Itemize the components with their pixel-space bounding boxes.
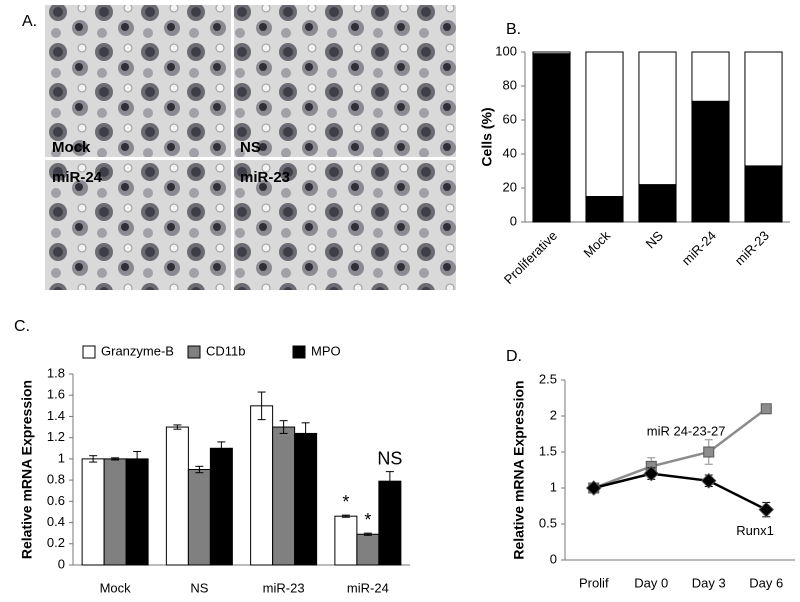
bar-segment <box>744 51 783 167</box>
y-tick-label: 0.8 <box>47 472 65 487</box>
marker <box>700 473 717 489</box>
x-tick-label: NS <box>643 228 667 252</box>
y-axis-label: Relative mRNA Expression <box>19 380 35 559</box>
bar-segment <box>585 51 624 197</box>
bar-segment <box>744 165 783 223</box>
y-tick-label: 0 <box>550 551 557 566</box>
y-axis-label: Relative mRNA Expression <box>511 380 527 559</box>
micrograph-label: NS <box>240 139 261 156</box>
legend-label: Granzyme-B <box>101 343 174 358</box>
bar <box>81 458 105 566</box>
bar <box>165 426 189 566</box>
x-tick-label: Mock <box>580 228 613 261</box>
annotation: * <box>364 510 371 530</box>
marker <box>643 465 660 482</box>
x-tick-label: miR-23 <box>732 228 772 268</box>
bar-segment <box>585 196 624 223</box>
series-line <box>593 472 767 511</box>
panel-label: C. <box>14 318 30 335</box>
x-tick-label: miR-24 <box>679 228 719 268</box>
micrograph <box>45 5 231 157</box>
micrograph-label: Mock <box>52 139 91 156</box>
series-label: Runx1 <box>736 523 774 538</box>
y-tick-label: 0.5 <box>539 515 557 530</box>
bar <box>103 458 127 566</box>
marker <box>758 501 775 518</box>
marker <box>760 403 772 415</box>
micrograph-label: miR-23 <box>240 169 290 186</box>
bar <box>294 432 318 566</box>
x-tick-label: Day 0 <box>634 575 668 590</box>
x-tick-label: miR-23 <box>263 580 305 595</box>
annotation: * <box>342 492 349 512</box>
marker <box>703 446 715 458</box>
y-tick-label: 40 <box>503 145 517 160</box>
bar <box>272 426 296 566</box>
legend-swatch <box>292 345 306 359</box>
y-tick-label: 80 <box>503 77 517 92</box>
panel-label: D. <box>506 348 522 365</box>
y-tick-label: 0 <box>510 213 517 228</box>
y-tick-label: 0.4 <box>47 514 65 529</box>
bar-segment <box>532 53 571 223</box>
marker <box>585 480 602 496</box>
micrograph <box>234 160 456 290</box>
y-tick-label: 1.6 <box>47 387 65 402</box>
x-tick-label: Day 6 <box>749 575 783 590</box>
x-tick-label: Proliferative <box>501 228 560 287</box>
micrograph <box>45 160 231 290</box>
micrographs: Mock NS miR-24 miR-23 <box>45 5 456 290</box>
y-tick-label: 1 <box>58 450 65 465</box>
y-tick-label: 1.2 <box>47 429 65 444</box>
y-tick-label: 20 <box>503 179 517 194</box>
annotation: NS <box>377 448 402 468</box>
bar <box>125 458 149 566</box>
bar-segment <box>638 51 677 186</box>
x-tick-label: Day 3 <box>692 575 726 590</box>
x-tick-label: NS <box>190 580 208 595</box>
x-tick-label: Mock <box>100 580 132 595</box>
bar <box>378 480 402 566</box>
micrograph <box>234 5 456 157</box>
bar <box>334 515 358 566</box>
y-tick-label: 60 <box>503 111 517 126</box>
y-tick-label: 2 <box>550 407 557 422</box>
micrograph-label: miR-24 <box>52 169 103 186</box>
x-tick-label: Prolif <box>579 575 609 590</box>
y-tick-label: 0 <box>58 556 65 571</box>
y-tick-label: 1.4 <box>47 408 65 423</box>
legend-label: MPO <box>311 343 341 358</box>
y-tick-label: 1.5 <box>539 443 557 458</box>
panel-label: A. <box>22 13 37 30</box>
y-tick-label: 0.2 <box>47 535 65 550</box>
bar <box>356 533 380 566</box>
legend-swatch <box>187 345 201 359</box>
bar <box>250 405 274 566</box>
series-line <box>593 407 768 490</box>
x-tick-label: miR-24 <box>347 580 389 595</box>
bar <box>187 469 211 566</box>
y-tick-label: 2.5 <box>539 371 557 386</box>
bar-segment <box>532 51 571 55</box>
y-tick-label: 0.6 <box>47 493 65 508</box>
bar-segment <box>691 100 730 223</box>
bar-segment <box>691 51 730 102</box>
legend-swatch <box>82 345 96 359</box>
bar-segment <box>638 184 677 223</box>
bar <box>209 447 233 566</box>
series-label: miR 24-23-27 <box>647 423 726 438</box>
panel-label: B. <box>506 21 521 38</box>
y-tick-label: 1.8 <box>47 365 65 380</box>
legend-label: CD11b <box>206 343 246 358</box>
y-axis-label: Cells (%) <box>479 107 495 166</box>
y-tick-label: 100 <box>495 43 517 58</box>
y-tick-label: 1 <box>550 479 557 494</box>
